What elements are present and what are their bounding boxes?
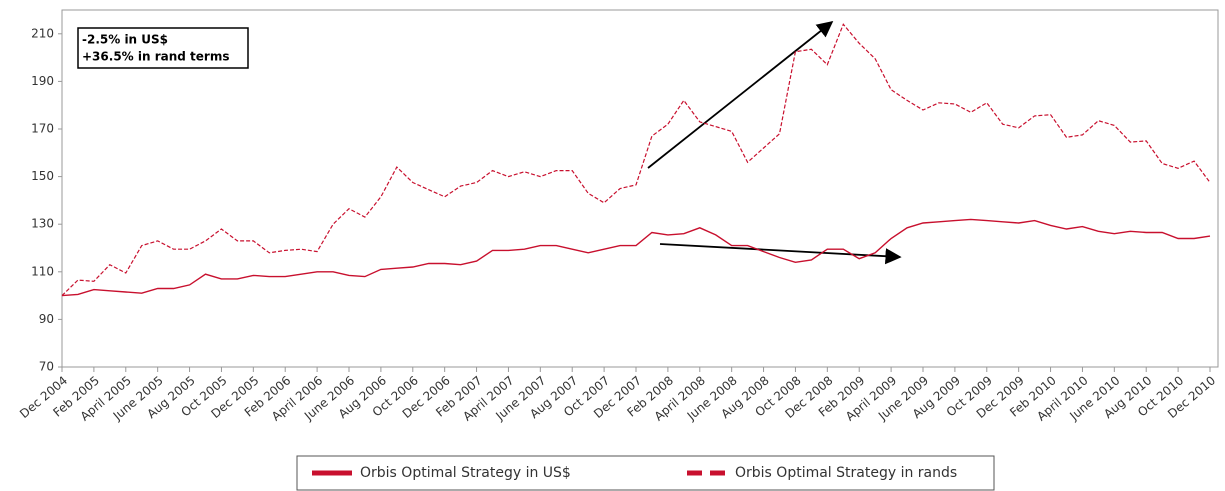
line-series: [61, 218, 1211, 297]
annotation: -2.5% in US$: [82, 33, 168, 47]
y-tick-label: 170: [31, 122, 54, 136]
annotation: +36.5% in rand terms: [82, 50, 229, 64]
y-tick-label: 70: [39, 360, 54, 374]
y-tick-label: 130: [31, 217, 54, 231]
annotation-box: [77, 27, 249, 69]
plot-frame: [61, 9, 1219, 368]
line-series: [61, 23, 1211, 297]
y-tick-label: 190: [31, 74, 54, 88]
y-tick-label: 110: [31, 264, 54, 278]
y-tick-label: 90: [39, 312, 54, 326]
arrow: [647, 20, 834, 169]
y-tick-label: 150: [31, 169, 54, 183]
arrow: [659, 243, 902, 265]
legend-label: Orbis Optimal Strategy in US$: [360, 465, 571, 481]
y-tick-label: 210: [31, 26, 54, 40]
legend-label: Orbis Optimal Strategy in rands: [735, 465, 957, 481]
legend: [296, 455, 995, 491]
